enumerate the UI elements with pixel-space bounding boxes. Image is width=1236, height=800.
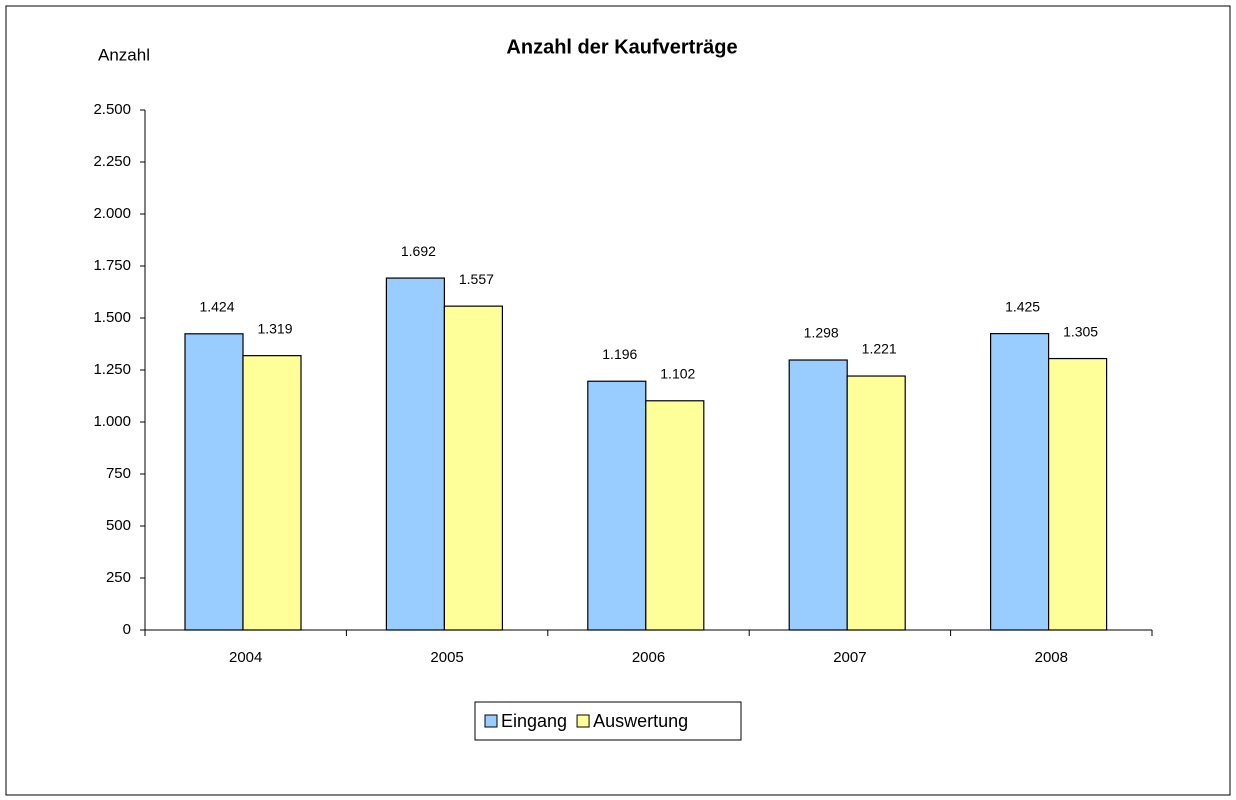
y-tick-label: 1.750 xyxy=(93,257,131,274)
value-label: 1.102 xyxy=(660,365,695,381)
y-tick-label: 2.250 xyxy=(93,153,131,170)
legend-box xyxy=(474,701,742,741)
legend-swatch xyxy=(576,714,590,728)
value-label: 1.221 xyxy=(862,341,897,357)
value-label: 1.557 xyxy=(459,271,494,287)
y-tick-label: 0 xyxy=(123,621,131,638)
value-label: 1.425 xyxy=(1005,298,1040,314)
y-tick-label: 2.500 xyxy=(93,101,131,118)
bar xyxy=(1047,357,1108,631)
bar xyxy=(788,359,848,631)
x-tick-label: 2007 xyxy=(833,649,866,666)
x-tick-label: 2004 xyxy=(229,649,262,666)
y-tick-label: 1.000 xyxy=(93,413,131,430)
y-tick-label: 2.000 xyxy=(93,205,131,222)
x-tick-label: 2008 xyxy=(1035,649,1068,666)
y-axis-label: Anzahl xyxy=(98,45,150,64)
bar xyxy=(184,333,244,631)
y-tick-label: 1.250 xyxy=(93,361,131,378)
x-tick-label: 2005 xyxy=(430,649,463,666)
y-tick-label: 500 xyxy=(106,517,131,534)
value-label: 1.305 xyxy=(1063,323,1098,339)
value-label: 1.424 xyxy=(199,299,234,315)
bar xyxy=(645,400,705,631)
bar xyxy=(242,355,302,631)
value-label: 1.319 xyxy=(257,320,292,336)
bar xyxy=(989,333,1050,631)
bar xyxy=(385,277,445,631)
legend-label: Auswertung xyxy=(593,711,688,731)
chart-title: Anzahl der Kaufverträge xyxy=(506,36,737,58)
y-tick-label: 1.500 xyxy=(93,309,131,326)
value-label: 1.196 xyxy=(602,346,637,362)
bar xyxy=(846,375,906,631)
value-label: 1.298 xyxy=(804,325,839,341)
legend-label: Eingang xyxy=(501,711,567,731)
y-tick-label: 250 xyxy=(106,569,131,586)
y-tick-label: 750 xyxy=(106,465,131,482)
legend-swatch xyxy=(484,714,498,728)
x-tick-label: 2006 xyxy=(632,649,665,666)
value-label: 1.692 xyxy=(401,243,436,259)
bar xyxy=(443,305,503,631)
bar xyxy=(587,380,647,631)
